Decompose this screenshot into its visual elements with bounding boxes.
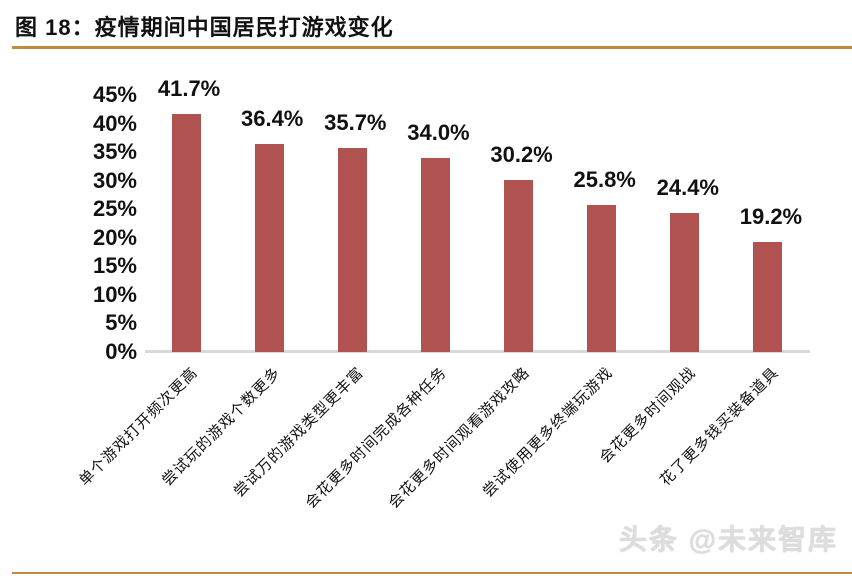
bar	[337, 148, 367, 352]
y-axis-tick-label: 30%	[92, 167, 137, 193]
bar-group: 41.7% 单个游戏打开频次更高	[76, 77, 228, 489]
y-axis-tick-label: 20%	[92, 224, 137, 250]
bar	[753, 242, 783, 352]
bar-group: 30.2% 会花更多时间观看游戏攻略	[385, 95, 561, 512]
bar-value-label: 34.0%	[407, 119, 470, 145]
bar	[587, 204, 617, 352]
bar-value-label: 35.7%	[324, 110, 387, 136]
title-divider	[12, 46, 852, 49]
bar	[254, 144, 284, 352]
bar-group: 34.0% 会花更多时间完成各种任务	[302, 95, 477, 512]
bottom-divider	[12, 572, 852, 574]
y-axis-tick-label: 25%	[92, 196, 137, 222]
x-axis-line	[145, 350, 810, 353]
bar-group: 19.2% 花了更多钱买装备道具	[657, 95, 810, 489]
figure-title: 图 18：疫情期间中国居民打游戏变化	[15, 15, 394, 40]
y-axis-tick-label: 35%	[92, 139, 137, 165]
bar-group: 36.4% 尝试玩的游戏个数更多	[159, 95, 311, 490]
bar-group: 25.8% 尝试使用更多终端玩游戏	[480, 95, 644, 500]
bar-value-label: 24.4%	[656, 174, 720, 200]
bar-value-label: 36.4%	[240, 106, 304, 132]
bar-value-label: 30.2%	[490, 141, 553, 167]
watermark: 头条 @未来智库	[618, 524, 838, 555]
bar	[670, 212, 700, 352]
y-axis-tick-label: 0%	[105, 339, 137, 364]
bar-value-label: 41.7%	[157, 75, 221, 101]
plot-area: 41.7% 单个游戏打开频次更高 36.4% 尝试玩的游戏个数更多 35.7% 尝试万的游…	[76, 77, 810, 512]
y-axis-tick-label: 45%	[92, 82, 137, 107]
bar-value-label: 19.2%	[739, 204, 803, 230]
y-axis-tick-label: 40%	[92, 110, 137, 136]
bar	[171, 113, 201, 352]
bar	[504, 179, 534, 352]
bar-value-label: 25.8%	[573, 166, 636, 192]
y-axis-tick-label: 15%	[92, 253, 137, 279]
bar-group: 35.7% 尝试万的游戏类型更丰富	[230, 95, 394, 501]
x-axis-label: 会花更多时间观看游戏攻略	[385, 364, 534, 512]
y-axis-tick-label: 5%	[105, 310, 137, 336]
x-axis-label: 会花更多时间完成各种任务	[302, 364, 451, 512]
y-axis: 0% 5% 10% 15% 20% 25% 30% 35% 40% 45%	[0, 84, 137, 363]
y-axis-tick-label: 10%	[92, 281, 137, 307]
bar-group: 24.4% 会花更多时间观战	[597, 95, 727, 467]
bar	[420, 157, 450, 352]
